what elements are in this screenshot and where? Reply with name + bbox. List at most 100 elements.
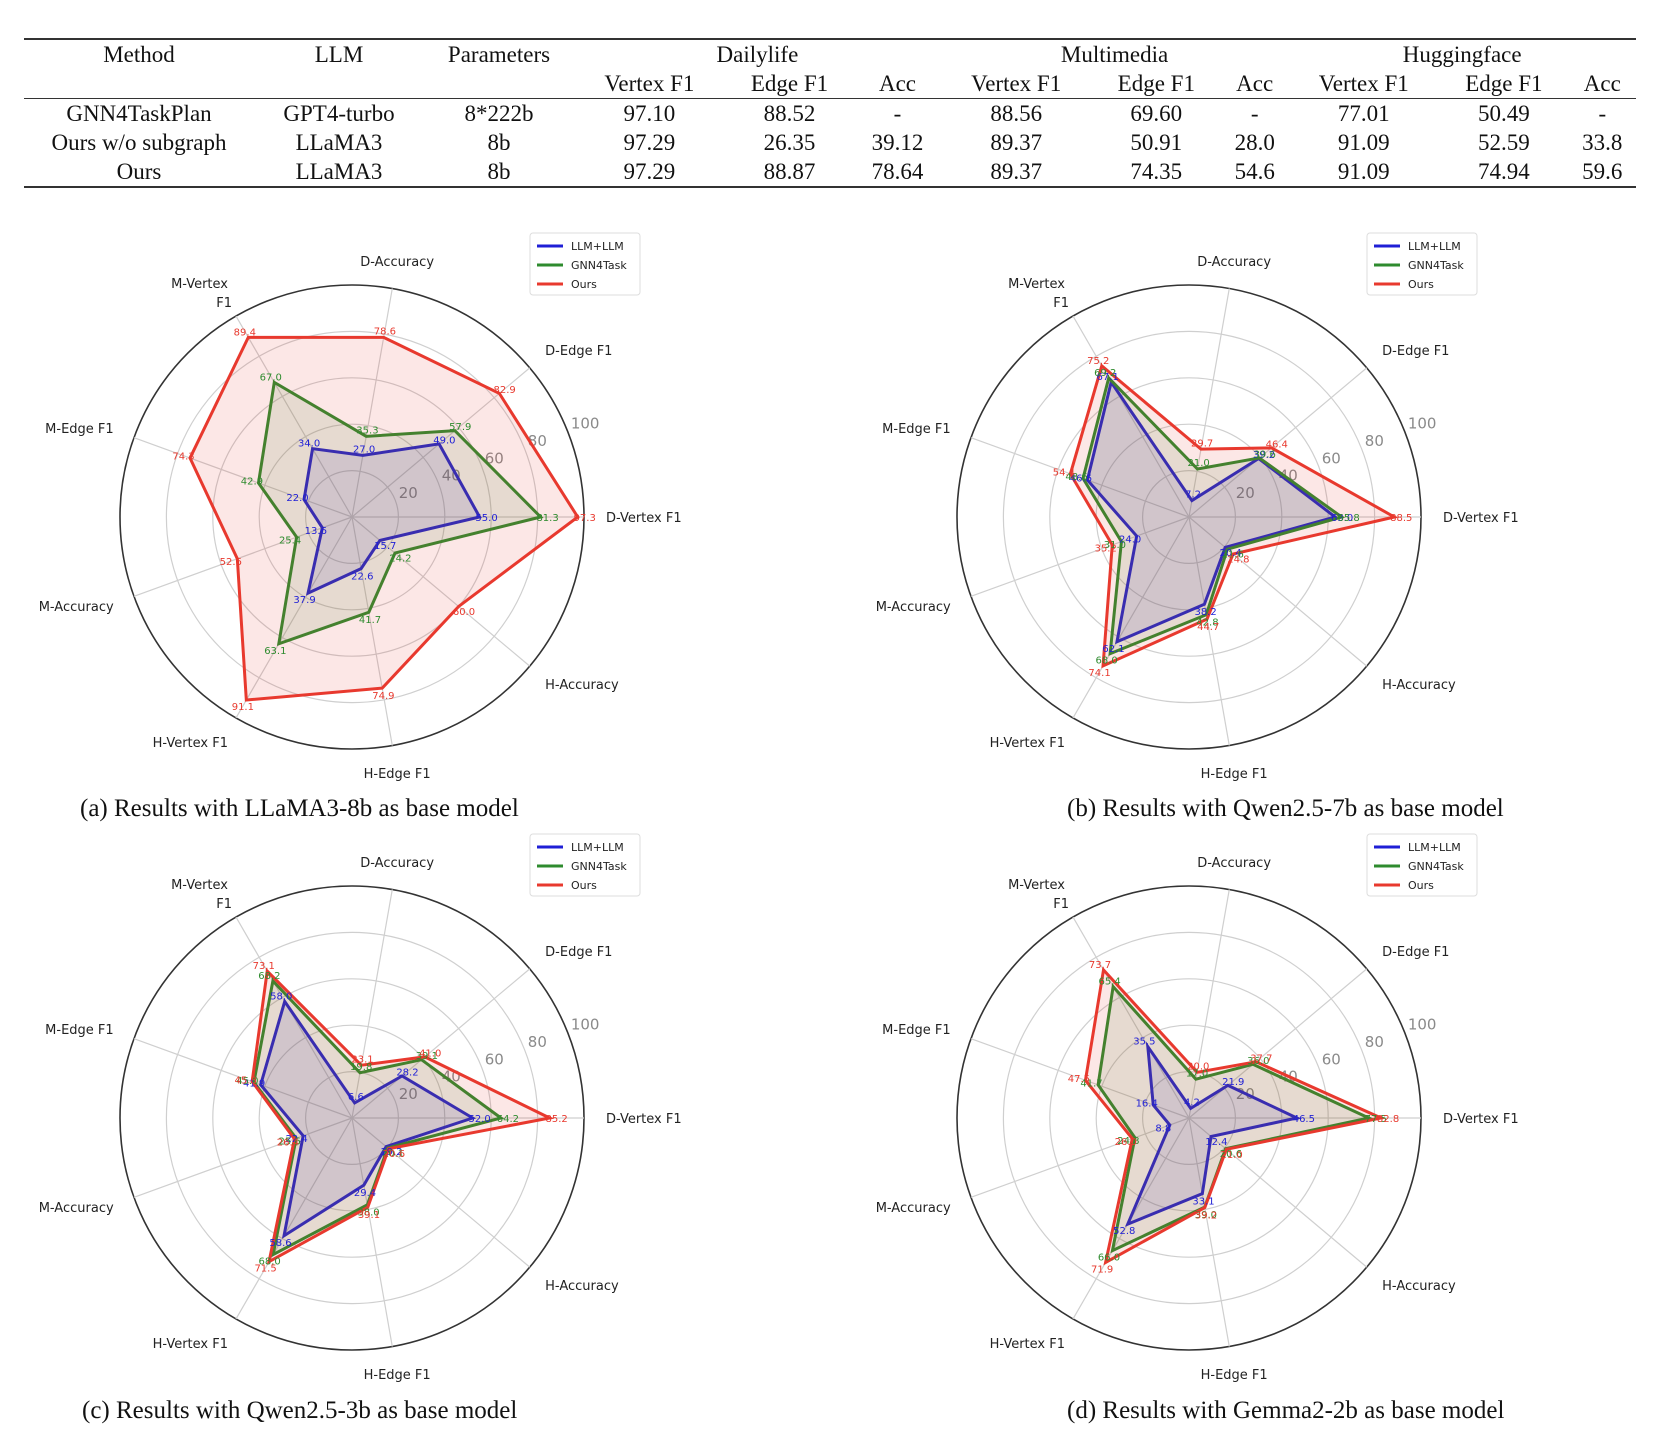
data-label-ours: 45.8 xyxy=(234,1075,256,1086)
data-label-llm-llm: 52.0 xyxy=(468,1114,490,1125)
header-h-edge-f1: Edge F1 xyxy=(1439,69,1569,99)
axis-spoke xyxy=(235,315,353,518)
series-polygon-llm-llm xyxy=(302,442,482,596)
data-label-gnn4task: 25.6 xyxy=(279,1137,301,1148)
table-cell: 88.56 xyxy=(990,101,1043,126)
data-label-ours: 44.7 xyxy=(1197,622,1219,633)
axis-label-m-accuracy: M-Accuracy xyxy=(876,1201,951,1216)
data-label-llm-llm: 16.4 xyxy=(1136,1099,1158,1110)
radial-tick-label: 20 xyxy=(1236,484,1255,502)
legend-label-gnn4task: GNN4Task xyxy=(571,259,627,272)
data-label-gnn4task: 24.8 xyxy=(1117,1136,1139,1147)
data-label-gnn4task: 81.3 xyxy=(536,513,558,524)
data-label-ours: 47.5 xyxy=(1068,1074,1090,1085)
data-label-gnn4task: 68.2 xyxy=(258,971,280,982)
axis-label-m-edge-f1: M-Edge F1 xyxy=(45,422,114,437)
legend-label-gnn4task: GNN4Task xyxy=(1408,259,1464,272)
data-label-ours: 26.0 xyxy=(1115,1137,1137,1148)
axis-label-d-edge-f1: D-Edge F1 xyxy=(1382,344,1449,359)
data-label-ours: 52.6 xyxy=(220,557,242,568)
axis-label-m-vertex-f1: M-Vertex F1 xyxy=(1008,277,1069,311)
axis-label-h-accuracy: H-Accuracy xyxy=(1382,1279,1456,1294)
data-label-ours: 21.0 xyxy=(1221,1150,1243,1161)
header-d-edge-f1: Edge F1 xyxy=(724,69,855,99)
axis-spoke xyxy=(970,437,1190,518)
data-label-llm-llm: 20.4 xyxy=(1219,548,1241,559)
axis-label-h-edge-f1: H-Edge F1 xyxy=(364,767,431,782)
radial-tick-label: 80 xyxy=(1365,1033,1384,1051)
axis-label-d-edge-f1: D-Edge F1 xyxy=(545,945,612,960)
table-cell: - xyxy=(1250,101,1259,126)
radial-tick-label: 20 xyxy=(399,484,418,502)
results-table: Method LLM Parameters Dailylife Multimed… xyxy=(24,38,1636,188)
table-cell: Ours xyxy=(24,157,254,188)
radar-chart-b: 20 40 60 80 100 63.0 39.2 7.2 67.1 46.6 24.0 62.1 38… xyxy=(876,232,1519,782)
data-label-ours: 71.5 xyxy=(254,1264,276,1275)
axis-label-line: M-Vertex xyxy=(1008,878,1065,893)
data-label-llm-llm: 41.9 xyxy=(243,1078,265,1089)
data-label-gnn4task: 65.4 xyxy=(1099,977,1121,988)
axis-spoke xyxy=(351,288,393,518)
table-cell: 91.09 xyxy=(1337,130,1390,155)
table-row: Ours LLaMA3 8b 97.29 88.87 78.64 89.37 74.35 54.… xyxy=(24,157,1636,188)
axis-label-m-vertex-f1: M-Vertex F1 xyxy=(171,277,232,311)
data-label-ours: 20.0 xyxy=(1187,1061,1209,1072)
axis-label-h-edge-f1: H-Edge F1 xyxy=(364,1368,431,1383)
axis-label-d-edge-f1: D-Edge F1 xyxy=(545,344,612,359)
series-polygon-ours xyxy=(1083,966,1386,1266)
axis-spoke xyxy=(351,968,531,1119)
axis-label-h-vertex-f1: H-Vertex F1 xyxy=(990,736,1065,751)
axis-label-h-accuracy: H-Accuracy xyxy=(545,678,619,693)
axis-spoke xyxy=(1072,516,1190,719)
header-llm: LLM xyxy=(254,38,424,69)
axis-label-h-edge-f1: H-Edge F1 xyxy=(1201,767,1268,782)
table-cell: 74.35 xyxy=(1091,157,1221,188)
table-cell: 69.60 xyxy=(1130,101,1183,126)
axis-label-line: M-Vertex xyxy=(1008,277,1065,292)
series-polygon-ours xyxy=(1068,363,1399,669)
data-label-llm-llm: 21.9 xyxy=(1222,1077,1244,1088)
axis-label-d-edge-f1: D-Edge F1 xyxy=(1382,945,1449,960)
axis-label-line: M-Vertex xyxy=(171,878,228,893)
axis-label-m-vertex-f1: M-Vertex F1 xyxy=(1008,878,1069,912)
data-label-ours: 82.9 xyxy=(494,385,516,396)
data-label-gnn4task: 41.7 xyxy=(1080,1079,1102,1090)
header-blank xyxy=(424,69,574,99)
data-label-ours: 74.9 xyxy=(372,691,394,702)
data-label-gnn4task: 42.9 xyxy=(241,477,263,488)
radar-chart-c: 2040608010052.028.26.658.041.922.458.629… xyxy=(39,833,682,1383)
data-label-llm-llm: 22.4 xyxy=(285,1134,307,1145)
axis-label-d-vertex-f1: D-Vertex F1 xyxy=(1443,1112,1519,1127)
data-label-ours: 41.0 xyxy=(419,1048,441,1059)
header-m-acc: Acc xyxy=(1221,69,1289,99)
axis-spoke xyxy=(133,516,353,597)
series-polygon-ours xyxy=(188,335,580,702)
data-label-gnn4task: 21.6 xyxy=(1222,550,1244,561)
axis-label-line: F1 xyxy=(216,897,232,912)
radial-tick-label: 60 xyxy=(485,1050,504,1068)
axis-label-d-vertex-f1: D-Vertex F1 xyxy=(606,1112,682,1127)
axis-spoke xyxy=(1188,367,1368,518)
data-label-llm-llm: 58.6 xyxy=(269,1238,291,1249)
header-m-vertex-f1: Vertex F1 xyxy=(940,69,1092,99)
data-label-gnn4task: 66.0 xyxy=(1098,1253,1120,1264)
data-label-llm-llm: 39.2 xyxy=(1253,450,1275,461)
axis-spoke xyxy=(1188,288,1230,518)
series-polygon-gnn4task xyxy=(1081,375,1346,656)
table-cell: 54.6 xyxy=(1221,157,1289,188)
radial-tick-label: 20 xyxy=(399,1085,418,1103)
axis-label-d-vertex-f1: D-Vertex F1 xyxy=(1443,511,1519,526)
table-cell: 59.6 xyxy=(1568,157,1636,188)
data-label-gnn4task: 19.8 xyxy=(350,1062,372,1073)
caption-b: (b) Results with Qwen2.5-7b as base mode… xyxy=(1067,795,1504,822)
data-label-llm-llm: 6.6 xyxy=(348,1092,364,1103)
radial-tick-label: 60 xyxy=(485,449,504,467)
table-cell: 77.01 xyxy=(1337,101,1390,126)
axis-spoke xyxy=(1072,315,1190,518)
legend-label-ours: Ours xyxy=(571,879,597,892)
table-group-header-row: Method LLM Parameters Dailylife Multimed… xyxy=(24,38,1636,69)
legend-box xyxy=(1366,232,1478,296)
axis-spoke xyxy=(235,1117,353,1320)
radial-tick-label: 100 xyxy=(1408,415,1437,433)
header-d-acc: Acc xyxy=(854,69,941,99)
